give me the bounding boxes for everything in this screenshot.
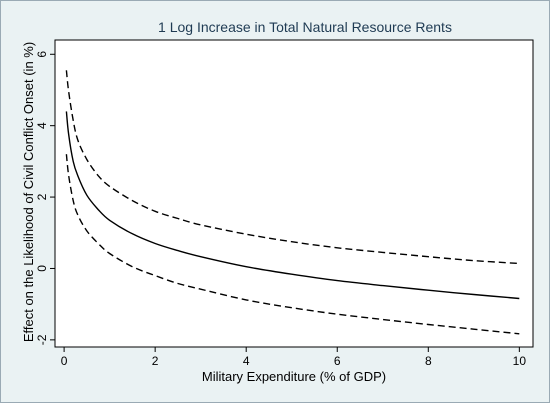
y-axis: -2 0 2 4 6 bbox=[35, 51, 55, 345]
x-tick-label-3: 6 bbox=[334, 354, 341, 368]
x-tick-label-0: 0 bbox=[61, 354, 68, 368]
series-line-estimate bbox=[65, 111, 520, 300]
y-tick-label-3: 4 bbox=[35, 122, 49, 129]
y-axis-label: Effect on the Likelihood of Civil Confli… bbox=[21, 42, 36, 342]
y-tick-label-0: -2 bbox=[35, 334, 49, 345]
x-tick-label-1: 2 bbox=[152, 354, 159, 368]
series-line-upper-ci bbox=[65, 70, 520, 265]
chart-title: 1 Log Increase in Total Natural Resource… bbox=[158, 19, 452, 35]
plot-area bbox=[54, 39, 534, 348]
x-tick-label-2: 4 bbox=[243, 354, 250, 368]
y-tick-label-1: 0 bbox=[35, 265, 49, 272]
x-tick-label-5: 10 bbox=[513, 354, 527, 368]
series-line-lower-ci bbox=[65, 154, 520, 335]
x-axis: 0 2 4 6 8 10 bbox=[61, 347, 527, 368]
series-layer bbox=[65, 70, 520, 335]
x-tick-label-4: 8 bbox=[425, 354, 432, 368]
y-tick-label-4: 6 bbox=[35, 51, 49, 58]
y-tick-label-2: 2 bbox=[35, 193, 49, 200]
x-axis-label: Military Expenditure (% of GDP) bbox=[202, 369, 386, 384]
